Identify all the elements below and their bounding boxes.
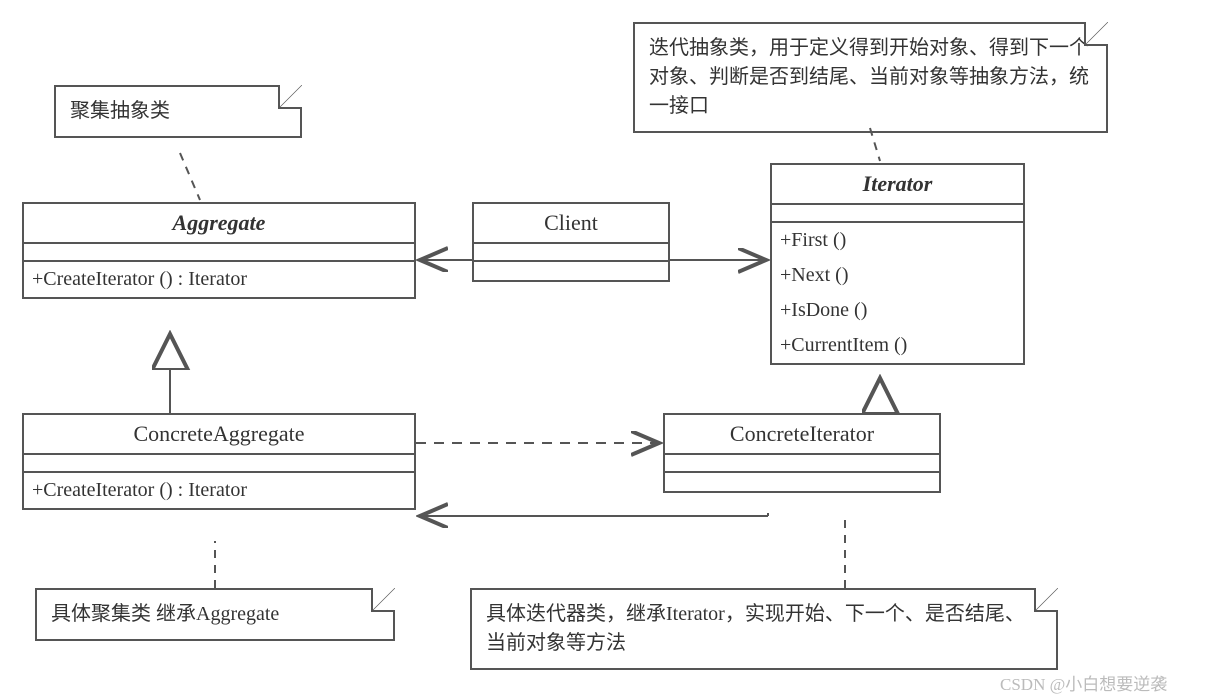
- class-method: +CreateIterator () : Iterator: [24, 262, 414, 297]
- class-title: Aggregate: [24, 204, 414, 244]
- class-ops: [474, 262, 668, 280]
- note-iterator-abstract: 迭代抽象类，用于定义得到开始对象、得到下一个对象、判断是否到结尾、当前对象等抽象…: [633, 22, 1108, 133]
- note-text: 具体迭代器类，继承Iterator，实现开始、下一个、是否结尾、当前对象等方法: [486, 603, 1025, 654]
- class-title: ConcreteIterator: [665, 415, 939, 455]
- class-method: +IsDone (): [772, 293, 1023, 328]
- class-title: Client: [474, 204, 668, 244]
- class-method: +Next (): [772, 258, 1023, 293]
- class-title: ConcreteAggregate: [24, 415, 414, 455]
- class-attrs: [665, 455, 939, 473]
- class-method: +CurrentItem (): [772, 328, 1023, 363]
- note-aggregate-abstract: 聚集抽象类: [54, 85, 302, 138]
- class-method: +First (): [772, 223, 1023, 258]
- class-iterator: Iterator +First () +Next () +IsDone () +…: [770, 163, 1025, 365]
- watermark: CSDN @小白想要逆袭: [1000, 670, 1167, 695]
- class-title: Iterator: [772, 165, 1023, 205]
- class-client: Client: [472, 202, 670, 282]
- class-concrete-aggregate: ConcreteAggregate +CreateIterator () : I…: [22, 413, 416, 510]
- class-aggregate: Aggregate +CreateIterator () : Iterator: [22, 202, 416, 299]
- class-attrs: [474, 244, 668, 262]
- class-attrs: [24, 244, 414, 262]
- note-concrete-aggregate: 具体聚集类 继承Aggregate: [35, 588, 395, 641]
- note-text: 迭代抽象类，用于定义得到开始对象、得到下一个对象、判断是否到结尾、当前对象等抽象…: [649, 37, 1089, 117]
- note-text: 聚集抽象类: [70, 100, 170, 122]
- edge-note-aggregate: [180, 153, 200, 200]
- note-concrete-iterator: 具体迭代器类，继承Iterator，实现开始、下一个、是否结尾、当前对象等方法: [470, 588, 1058, 670]
- class-concrete-iterator: ConcreteIterator: [663, 413, 941, 493]
- class-method: +CreateIterator () : Iterator: [24, 473, 414, 508]
- class-ops: [665, 473, 939, 491]
- class-attrs: [772, 205, 1023, 223]
- class-attrs: [24, 455, 414, 473]
- note-text: 具体聚集类 继承Aggregate: [51, 603, 279, 625]
